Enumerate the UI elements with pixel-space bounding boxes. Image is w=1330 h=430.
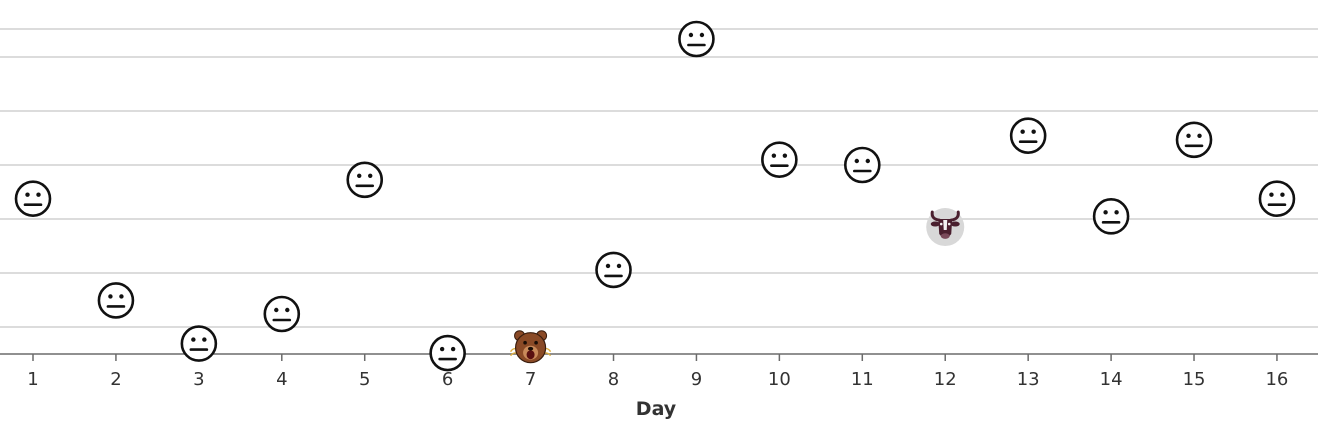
data-point-neutral-face-icon [429, 334, 466, 372]
x-tick-label: 6 [442, 369, 453, 390]
data-point-bear-icon [509, 330, 552, 364]
data-point-neutral-face-icon [595, 251, 632, 289]
data-point-neutral-face-icon [843, 146, 881, 184]
x-tick-label: 3 [193, 369, 204, 390]
data-point-neutral-face-icon [1009, 117, 1047, 155]
data-points [14, 20, 1296, 372]
x-tick-label: 1 [27, 369, 38, 390]
x-axis-title: Day [636, 398, 677, 420]
data-point-neutral-face-icon [761, 141, 798, 178]
x-tick-label: 16 [1265, 369, 1288, 390]
data-point-neutral-face-icon [346, 161, 384, 199]
x-tick-label: 9 [691, 369, 702, 390]
data-point-neutral-face-icon [1258, 180, 1296, 218]
x-tick-label: 11 [851, 369, 874, 390]
data-point-neutral-face-icon [97, 282, 135, 319]
data-point-neutral-face-icon [678, 20, 715, 58]
data-point-neutral-face-icon [14, 180, 52, 218]
data-point-neutral-face-icon [1092, 198, 1130, 235]
gridlines [0, 28, 1318, 328]
x-tick-label: 15 [1183, 369, 1206, 390]
x-axis-ticks: 1 2 3 4 5 6 7 8 9 10 11 12 13 14 15 16 [27, 354, 1288, 390]
x-tick-label: 12 [934, 369, 957, 390]
data-point-neutral-face-icon [180, 325, 218, 362]
x-tick-label: 2 [110, 369, 121, 390]
data-point-neutral-face-icon [263, 295, 301, 333]
x-tick-label: 5 [359, 369, 370, 390]
data-point-neutral-face-icon [1175, 121, 1213, 159]
x-tick-label: 4 [276, 369, 287, 390]
x-tick-label: 13 [1017, 369, 1040, 390]
x-tick-label: 14 [1100, 369, 1123, 390]
data-point-bull-icon [926, 208, 965, 247]
x-tick-label: 10 [768, 369, 791, 390]
x-tick-label: 8 [608, 369, 619, 390]
x-tick-label: 7 [525, 369, 536, 390]
